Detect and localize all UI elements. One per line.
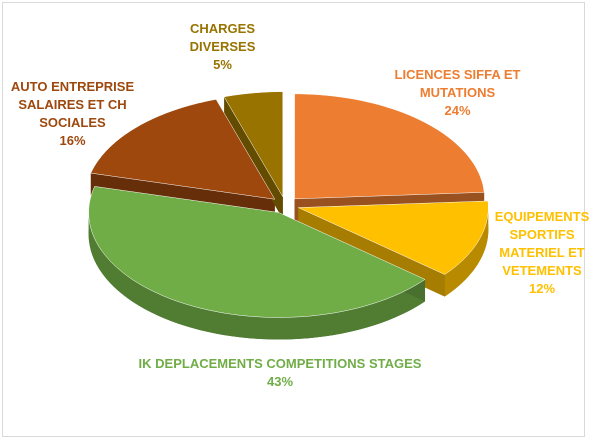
slice-side — [88, 212, 425, 340]
data-label: AUTO ENTREPRISE SALAIRES ET CH SOCIALES 1… — [10, 78, 135, 150]
category-label: AUTO ENTREPRISE SALAIRES ET CH SOCIALES — [10, 79, 135, 130]
data-label: EQUIPEMENTS SPORTIFS MATERIEL ET VETEMEN… — [492, 208, 589, 298]
category-label: IK DEPLACEMENTS COMPETITIONS STAGES — [138, 356, 422, 371]
value-label: 5% — [213, 57, 232, 72]
data-label: IK DEPLACEMENTS COMPETITIONS STAGES 43% — [85, 355, 475, 391]
value-label: 16% — [59, 133, 86, 148]
chart-frame — [2, 2, 585, 437]
value-label: 12% — [528, 281, 556, 296]
slice — [298, 200, 489, 275]
data-label: LICENCES SIFFA ET MUTATIONS 24% — [375, 66, 540, 120]
pie-slices — [88, 91, 489, 340]
slice — [90, 99, 276, 200]
data-label: CHARGES DIVERSES 5% — [175, 20, 270, 74]
category-label: EQUIPEMENTS SPORTIFS MATERIEL ET VETEMEN… — [494, 209, 589, 278]
value-label: 24% — [444, 103, 471, 118]
slice — [88, 186, 426, 318]
slice — [294, 93, 485, 200]
category-label: CHARGES DIVERSES — [189, 21, 256, 54]
value-label: 43% — [266, 374, 294, 389]
category-label: LICENCES SIFFA ET MUTATIONS — [394, 67, 521, 100]
slice — [223, 91, 284, 198]
slice-side — [444, 207, 489, 297]
